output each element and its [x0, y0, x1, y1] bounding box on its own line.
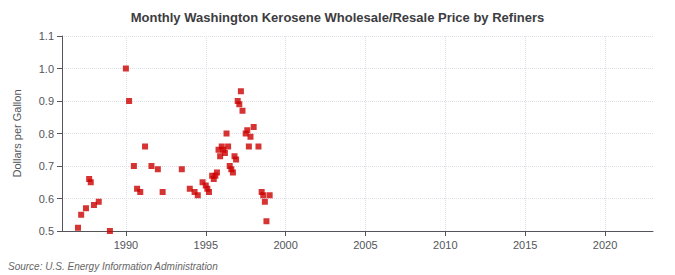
svg-text:2000: 2000	[273, 239, 297, 251]
svg-text:2010: 2010	[433, 239, 457, 251]
svg-text:0.7: 0.7	[39, 160, 54, 172]
svg-text:1995: 1995	[194, 239, 218, 251]
svg-text:Dollars per Gallon: Dollars per Gallon	[11, 89, 23, 177]
svg-text:2005: 2005	[353, 239, 377, 251]
svg-text:0.5: 0.5	[39, 225, 54, 237]
svg-text:2020: 2020	[593, 239, 617, 251]
svg-text:0.8: 0.8	[39, 128, 54, 140]
svg-text:0.9: 0.9	[39, 95, 54, 107]
svg-text:0.6: 0.6	[39, 193, 54, 205]
svg-text:2015: 2015	[513, 239, 537, 251]
svg-text:1990: 1990	[114, 239, 138, 251]
svg-text:Monthly Washington Kerosene Wh: Monthly Washington Kerosene Wholesale/Re…	[131, 10, 544, 25]
svg-text:1.0: 1.0	[39, 63, 54, 75]
svg-text:Source: U.S. Energy Informatio: Source: U.S. Energy Information Administ…	[8, 261, 218, 272]
svg-text:1.1: 1.1	[39, 30, 54, 42]
